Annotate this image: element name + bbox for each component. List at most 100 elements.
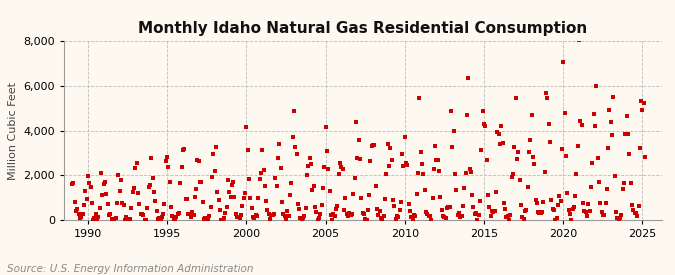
Point	[190, 195, 200, 199]
Point	[375, 209, 385, 213]
Point	[144, 183, 155, 188]
Point	[387, 198, 398, 202]
Point	[296, 218, 307, 222]
Point	[321, 148, 332, 153]
Title: Monthly Idaho Natural Gas Residential Consumption: Monthly Idaho Natural Gas Residential Co…	[138, 21, 587, 36]
Point	[600, 201, 611, 205]
Point	[433, 158, 443, 163]
Point	[311, 210, 322, 214]
Point	[533, 210, 543, 215]
Point	[173, 211, 184, 215]
Point	[107, 217, 118, 222]
Point	[481, 158, 492, 163]
Point	[240, 191, 250, 195]
Point	[138, 212, 148, 217]
Point	[385, 146, 396, 150]
Point	[159, 202, 170, 206]
Point	[207, 175, 217, 180]
Point	[76, 215, 86, 219]
Point	[502, 214, 513, 219]
Y-axis label: Million Cubic Feet: Million Cubic Feet	[8, 82, 18, 180]
Point	[396, 200, 406, 205]
Point	[225, 195, 236, 199]
Point	[411, 192, 422, 196]
Point	[362, 208, 373, 212]
Point	[290, 145, 300, 149]
Point	[402, 163, 413, 167]
Point	[365, 159, 376, 163]
Point	[448, 129, 459, 133]
Point	[583, 202, 594, 206]
Point	[572, 144, 583, 148]
Point	[254, 177, 265, 181]
Point	[547, 207, 558, 211]
Point	[348, 192, 358, 196]
Point	[142, 206, 153, 211]
Point	[369, 143, 380, 147]
Point	[493, 132, 504, 136]
Text: Source: U.S. Energy Information Administration: Source: U.S. Energy Information Administ…	[7, 264, 253, 274]
Point	[194, 159, 205, 163]
Point	[430, 143, 441, 148]
Point	[624, 152, 634, 156]
Point	[636, 99, 647, 104]
Point	[67, 182, 78, 186]
Point	[505, 213, 516, 218]
Point	[521, 208, 532, 212]
Point	[118, 202, 129, 207]
Point	[212, 190, 223, 194]
Point	[179, 147, 190, 151]
Point	[237, 203, 248, 208]
Point	[198, 216, 209, 221]
Point	[270, 176, 281, 180]
Point	[194, 180, 205, 184]
Point	[578, 201, 589, 205]
Point	[132, 161, 142, 166]
Point	[70, 200, 80, 204]
Point	[535, 210, 546, 215]
Point	[436, 208, 447, 212]
Point	[589, 123, 600, 128]
Point	[549, 208, 560, 212]
Point	[288, 109, 299, 114]
Point	[527, 155, 538, 159]
Point	[597, 213, 608, 218]
Point	[202, 217, 213, 222]
Point	[82, 174, 93, 178]
Point	[405, 209, 416, 213]
Point	[514, 178, 525, 183]
Point	[154, 216, 165, 220]
Point	[180, 197, 191, 201]
Point	[226, 183, 237, 187]
Point	[205, 204, 216, 209]
Point	[119, 218, 130, 222]
Point	[93, 215, 104, 219]
Point	[325, 213, 336, 218]
Point	[364, 192, 375, 197]
Point	[559, 111, 570, 116]
Point	[630, 210, 641, 215]
Point	[440, 216, 451, 221]
Point	[217, 218, 228, 222]
Point	[468, 205, 479, 210]
Point	[232, 214, 242, 219]
Point	[525, 138, 536, 142]
Point	[224, 189, 235, 194]
Point	[95, 206, 105, 210]
Point	[121, 215, 132, 220]
Point	[495, 141, 506, 146]
Point	[361, 218, 372, 222]
Point	[510, 96, 521, 100]
Point	[415, 149, 426, 154]
Point	[458, 204, 468, 208]
Point	[316, 202, 327, 207]
Point	[227, 180, 238, 184]
Point	[295, 216, 306, 221]
Point	[504, 218, 514, 222]
Point	[139, 217, 150, 222]
Point	[299, 214, 310, 219]
Point	[501, 215, 512, 219]
Point	[620, 132, 630, 136]
Point	[582, 214, 593, 218]
Point	[135, 212, 146, 216]
